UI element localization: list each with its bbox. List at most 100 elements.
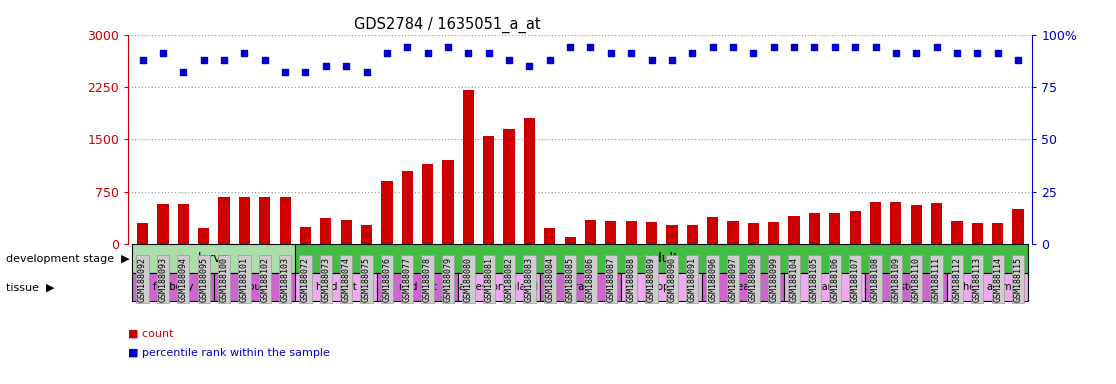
Text: tissue  ▶: tissue ▶ <box>6 282 54 292</box>
Text: GSM188080: GSM188080 <box>464 257 473 302</box>
Text: GSM188106: GSM188106 <box>830 257 839 302</box>
Bar <box>259 197 270 244</box>
Text: GSM188097: GSM188097 <box>729 257 738 302</box>
Point <box>256 57 273 63</box>
Bar <box>870 202 882 244</box>
Text: GSM188115: GSM188115 <box>1013 257 1022 302</box>
Point <box>744 50 762 56</box>
Text: development stage  ▶: development stage ▶ <box>6 253 129 263</box>
Point <box>907 50 925 56</box>
Text: GSM188087: GSM188087 <box>606 257 615 302</box>
Bar <box>605 221 616 244</box>
Bar <box>666 225 677 244</box>
Text: accessory gland: accessory gland <box>460 282 538 292</box>
Bar <box>585 220 596 244</box>
Point <box>602 50 619 56</box>
Text: GSM188108: GSM188108 <box>870 257 881 302</box>
Text: GSM188086: GSM188086 <box>586 257 595 302</box>
Bar <box>340 220 352 244</box>
Text: GSM188076: GSM188076 <box>383 257 392 302</box>
Point <box>867 44 885 50</box>
Text: GSM188094: GSM188094 <box>179 257 187 302</box>
Bar <box>402 171 413 244</box>
Point <box>398 44 416 50</box>
Bar <box>219 197 230 244</box>
Point <box>887 50 905 56</box>
Text: GSM188093: GSM188093 <box>158 257 167 302</box>
Text: GSM188096: GSM188096 <box>709 257 718 302</box>
Bar <box>931 203 942 244</box>
Text: testes: testes <box>891 282 921 292</box>
Text: GSM188112: GSM188112 <box>952 257 962 302</box>
Point <box>643 57 661 63</box>
Point <box>704 44 722 50</box>
Bar <box>728 221 739 244</box>
Point <box>541 57 559 63</box>
Bar <box>296 244 1028 273</box>
Bar <box>214 273 296 301</box>
Point <box>134 57 152 63</box>
Bar <box>198 228 210 244</box>
Point <box>806 44 824 50</box>
Text: adult: adult <box>646 252 677 265</box>
Bar <box>503 129 514 244</box>
Text: hind gut: hind gut <box>316 282 356 292</box>
Point <box>520 63 538 69</box>
Text: crops: crops <box>648 282 675 292</box>
Text: GSM188077: GSM188077 <box>403 257 412 302</box>
Bar <box>783 273 865 301</box>
Bar <box>972 223 983 244</box>
Text: whole animal: whole animal <box>955 282 1020 292</box>
Text: GSM188110: GSM188110 <box>912 257 921 302</box>
Bar <box>626 221 637 244</box>
Bar <box>523 118 535 244</box>
Text: GSM188090: GSM188090 <box>667 257 676 302</box>
Point <box>947 50 965 56</box>
Point <box>581 44 599 50</box>
Text: GSM188091: GSM188091 <box>687 257 696 302</box>
Point <box>174 69 192 75</box>
Bar <box>133 273 214 301</box>
Bar <box>540 273 620 301</box>
Text: GSM188072: GSM188072 <box>301 257 310 302</box>
Point <box>561 44 579 50</box>
Point <box>235 50 253 56</box>
Bar <box>809 214 820 244</box>
Bar <box>296 273 377 301</box>
Text: GSM188104: GSM188104 <box>790 257 799 302</box>
Text: head: head <box>731 282 756 292</box>
Bar <box>768 222 779 244</box>
Text: GSM188083: GSM188083 <box>525 257 533 302</box>
Bar <box>702 273 783 301</box>
Text: GSM188085: GSM188085 <box>566 257 575 302</box>
Text: GSM188075: GSM188075 <box>362 257 371 302</box>
Point <box>663 57 681 63</box>
Text: GSM188101: GSM188101 <box>240 257 249 302</box>
Point <box>215 57 233 63</box>
Text: GSM188099: GSM188099 <box>769 257 778 302</box>
Bar <box>279 197 290 244</box>
Bar <box>911 205 922 244</box>
Point <box>378 50 396 56</box>
Text: GSM188100: GSM188100 <box>220 257 229 302</box>
Bar <box>157 204 169 244</box>
Text: GSM188105: GSM188105 <box>810 257 819 302</box>
Point <box>317 63 335 69</box>
Bar <box>565 237 576 244</box>
Point <box>194 57 212 63</box>
Bar <box>483 136 494 244</box>
Point <box>623 50 641 56</box>
Bar <box>849 211 860 244</box>
Point <box>764 44 782 50</box>
Text: GSM188079: GSM188079 <box>443 257 452 302</box>
Text: GSM188082: GSM188082 <box>504 257 513 302</box>
Bar <box>137 223 148 244</box>
Text: fat body: fat body <box>153 282 193 292</box>
Point <box>500 57 518 63</box>
Text: GSM188103: GSM188103 <box>280 257 290 302</box>
Bar <box>239 197 250 244</box>
Bar <box>377 273 459 301</box>
Bar <box>992 223 1003 244</box>
Bar <box>442 161 453 244</box>
Text: mid gut: mid gut <box>398 282 436 292</box>
